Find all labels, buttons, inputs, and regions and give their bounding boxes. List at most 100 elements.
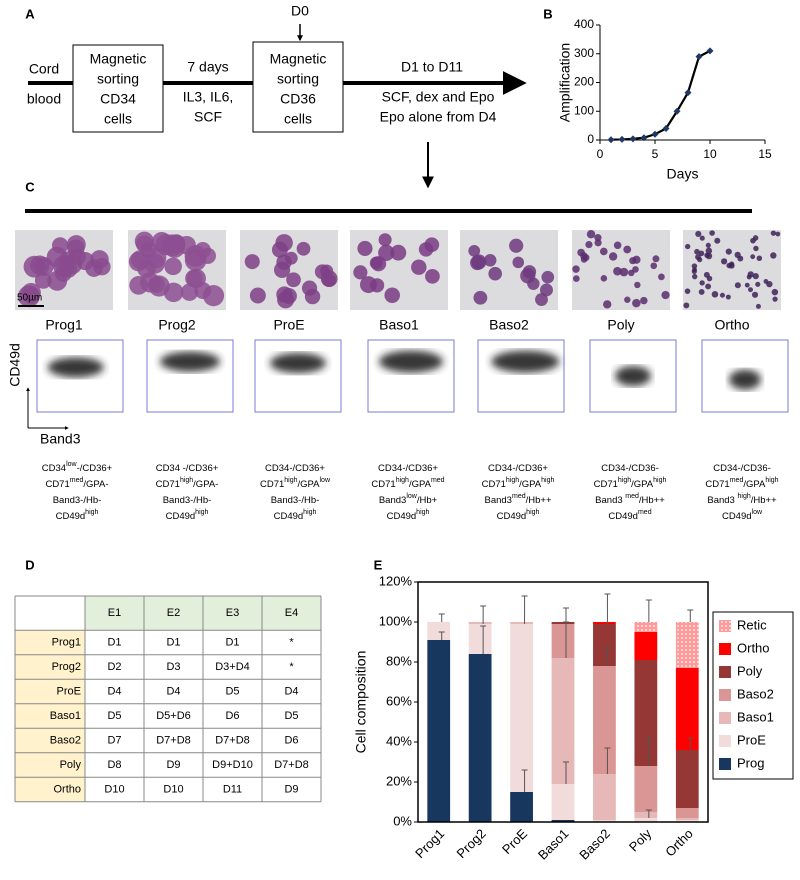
cell [600,275,608,282]
bar-segment [427,640,451,822]
phenotype: Band3low/Hb+ [379,493,438,505]
phenotype-part: low [406,493,417,500]
cell [522,265,537,279]
phenotype-part: CD34-/CD36+ [488,463,548,474]
x-tick-label: Baso2 [576,826,613,863]
scale-bar-label: 50µm [17,293,42,304]
bar-segment [634,766,658,812]
phenotype-part: CD34 -/CD36+ [156,463,219,474]
cell [585,240,593,249]
box-text: CD36 [280,91,316,107]
row-label: Ortho [53,783,81,795]
marker [684,89,692,97]
phenotype: CD71med/GPAhigh [705,477,778,489]
cell [468,245,481,257]
bar-segment [675,820,699,822]
phenotype-part: high [180,477,193,484]
cell [683,302,690,309]
phenotype-part: CD71 [260,479,284,490]
marker [618,135,626,143]
table-cell: D2 [107,661,121,673]
phenotype-part: low [320,477,331,484]
cell [703,271,710,278]
cell [725,294,731,300]
cell [359,276,377,294]
cell [619,267,629,277]
phenotype-part: med [625,493,639,500]
legend-swatch [719,689,731,701]
cell [541,270,555,284]
box-text: cells [104,111,132,127]
phenotype-part: -/CD36+ [77,463,113,474]
x-tick-label: Poly [626,826,655,855]
dot-cloud [270,353,326,374]
phenotype-part: CD71 [156,479,180,490]
bar-segment [675,668,699,750]
phenotype-part: high [541,477,554,484]
column-header: E3 [226,607,239,619]
cell [744,282,750,288]
panel-label: E [374,557,383,572]
cell [284,251,298,265]
table-cell: D3 [166,661,180,673]
table-cell: D5+D6 [156,710,191,722]
cell [623,245,632,254]
phenotype: CD34low-/CD36+ [42,461,113,473]
cell [90,250,109,269]
diagram-text: D0 [291,3,309,19]
table-cell: D9 [166,759,180,771]
bar-segment [551,658,575,784]
cell [378,244,395,261]
dot-cloud [379,350,443,373]
cell [698,250,705,257]
legend-swatch [719,758,731,770]
cell [632,266,639,273]
cell [763,279,769,284]
table-cell: D10 [104,783,124,795]
cell [725,248,732,255]
cell [572,265,580,273]
phenotype: CD34-/CD36- [601,463,659,474]
diagram-text: Epo alone from D4 [380,109,497,125]
cell [705,247,713,255]
diagram-text: 7 days [187,59,228,75]
sorting-box [252,41,344,133]
phenotype-part: CD49d [166,511,196,522]
phenotype: CD34-/CD36+ [265,463,325,474]
cell [135,235,154,253]
phenotype-part: high [284,477,297,484]
phenotype-part: high [85,509,98,516]
x-tick-label: Prog1 [412,826,447,861]
table-cell: D7 [107,734,121,746]
cell [384,287,400,303]
phenotype: CD49dhigh [56,509,99,521]
bar-segment [634,632,658,660]
cell [180,283,199,301]
column-header: E4 [285,607,298,619]
dot-cloud [615,366,651,386]
phenotype-part: /GPA- [193,479,218,490]
cell [599,247,608,256]
table-cell: D1 [166,636,180,648]
legend-label: Ortho [737,640,770,655]
bar-segment [593,820,616,822]
cell [640,296,648,305]
phenotype-part: /GPA [409,479,432,490]
phenotype: CD49dhigh [166,509,209,521]
x-axis-title: Days [667,166,699,182]
row-label: Prog2 [52,661,81,673]
y-tick-label: 0 [587,132,594,146]
phenotype-part: Band3-/Hb- [53,495,102,506]
phenotype-part: med [512,493,526,500]
phenotype: Band3 high/Hb++ [707,493,777,505]
cell [357,240,373,257]
row-label: Baso2 [50,734,81,746]
cell [53,255,75,277]
flow-plot [146,339,234,413]
legend-pattern [719,620,731,632]
phenotype-part: CD49d [274,511,304,522]
cell [750,254,756,260]
cell [684,288,691,294]
phenotype-part: low [66,461,77,468]
cell [194,282,212,300]
